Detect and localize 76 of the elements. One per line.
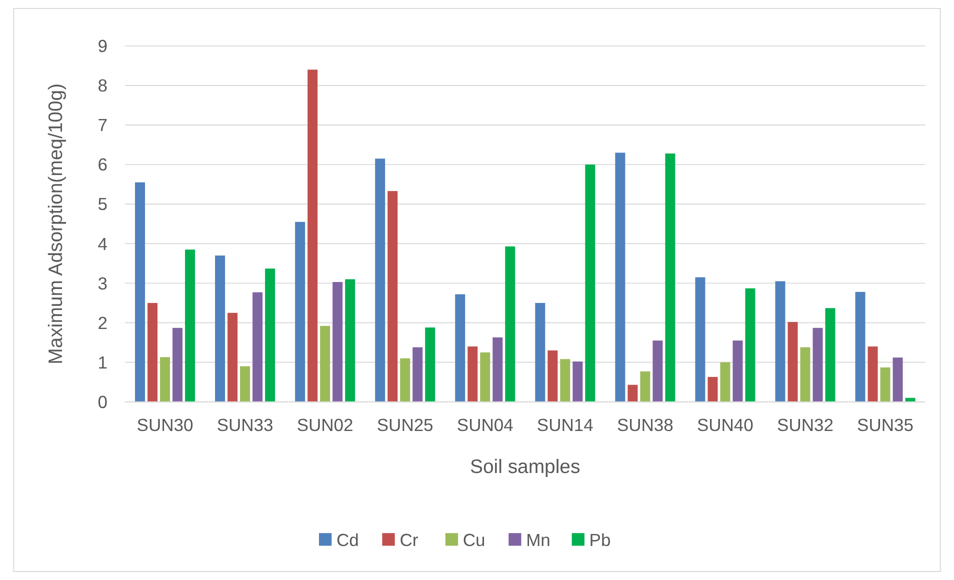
legend-label: Cr: [400, 530, 418, 550]
bar: [572, 361, 583, 402]
x-tick-label: SUN38: [616, 415, 674, 435]
bar: [468, 346, 478, 402]
y-tick-label: 7: [98, 115, 108, 136]
bar: [492, 337, 503, 402]
bar: [788, 322, 798, 402]
bar: [228, 312, 238, 402]
bar: [455, 294, 466, 402]
y-axis-title: Maximum Adsorption(meq/100g): [44, 83, 67, 364]
bar: [412, 347, 423, 402]
bar: [160, 357, 170, 402]
bar: [708, 376, 718, 402]
bar: [800, 347, 810, 402]
y-tick-label: 4: [98, 234, 108, 254]
bar: [295, 222, 306, 402]
y-tick-label: 0: [98, 392, 108, 412]
y-tick-label: 5: [98, 194, 108, 214]
bar: [425, 327, 436, 402]
bar: [265, 268, 276, 402]
bar: [308, 70, 318, 402]
bar: [855, 292, 866, 402]
x-tick-label: SUN14: [536, 415, 594, 435]
bar: [215, 256, 226, 402]
bar: [695, 277, 706, 402]
x-tick-label: SUN02: [296, 415, 354, 435]
x-tick-label: SUN25: [376, 415, 434, 435]
legend-label: Mn: [526, 530, 550, 550]
bar: [585, 164, 596, 402]
bar: [320, 326, 330, 402]
bar: [252, 292, 263, 402]
bar: [560, 359, 570, 402]
x-tick-label: SUN30: [136, 415, 194, 435]
bar: [880, 367, 890, 402]
bar: [732, 340, 743, 402]
bar: [345, 279, 356, 402]
x-tick-label: SUN35: [857, 415, 914, 435]
bar: [172, 328, 183, 402]
x-tick-label: SUN04: [456, 415, 514, 435]
x-axis-title: Soil samples: [470, 456, 581, 478]
legend-label: Cd: [336, 530, 359, 550]
bar: [745, 288, 756, 402]
legend-label: Cu: [462, 530, 486, 550]
bar: [892, 358, 903, 402]
bar: [665, 153, 676, 402]
bar: [400, 358, 410, 402]
y-tick-label: 3: [98, 273, 108, 294]
y-tick-label: 6: [98, 154, 108, 175]
bar: [388, 191, 398, 402]
bar: [185, 250, 196, 402]
y-tick-label: 1: [98, 352, 108, 372]
bar: [652, 340, 663, 402]
bar: [240, 366, 250, 402]
bar: [628, 384, 638, 402]
bar: [812, 328, 823, 402]
y-tick-label: 2: [98, 312, 108, 333]
bar: [640, 371, 650, 402]
bar: [480, 352, 490, 402]
bar: [332, 282, 343, 402]
bar: [134, 182, 145, 402]
bar: [505, 246, 516, 402]
x-tick-label: SUN33: [216, 415, 274, 435]
x-tick-label: SUN32: [777, 415, 834, 435]
bar: [775, 281, 786, 402]
bar: [825, 308, 836, 402]
bar: [548, 350, 558, 402]
y-tick-label: 9: [98, 36, 108, 56]
bar: [375, 158, 386, 402]
bar: [615, 152, 626, 402]
bar: [720, 362, 730, 402]
y-tick-label: 8: [98, 76, 108, 96]
legend-label: Pb: [589, 530, 611, 550]
bar: [868, 346, 878, 402]
bar: [535, 302, 546, 402]
x-tick-label: SUN40: [697, 415, 754, 435]
bar: [147, 302, 158, 402]
